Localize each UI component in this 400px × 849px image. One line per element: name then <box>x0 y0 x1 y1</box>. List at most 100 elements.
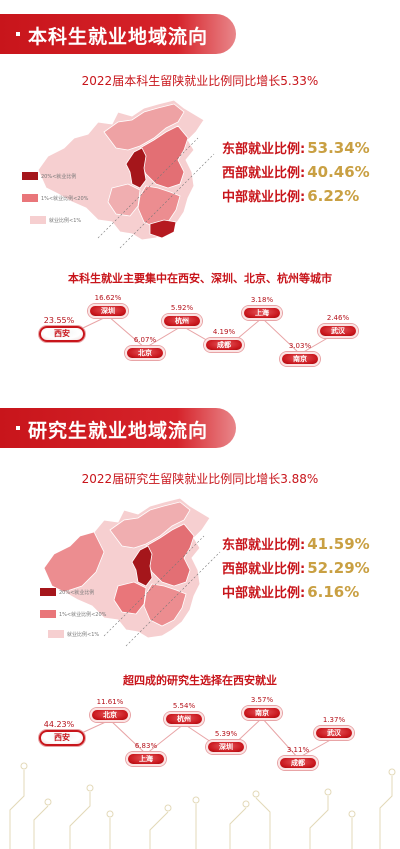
legend-label: 就业比例<1% <box>49 217 82 224</box>
city-name: 成都 <box>204 338 244 352</box>
legend-label: 就业比例<1% <box>67 631 100 638</box>
city-pct: 2.46% <box>326 314 350 322</box>
city-pct: 5.54% <box>172 702 196 710</box>
city-pct: 1.37% <box>322 716 346 724</box>
graduate-region-stats: 东部就业比例: 41.59% 西部就业比例: 52.29% 中部就业比例: 6.… <box>222 534 370 606</box>
city-node-hangzhou: 5.54% 杭州 <box>164 702 204 726</box>
city-name: 深圳 <box>206 740 246 754</box>
city-node-hangzhou: 5.92% 杭州 <box>162 304 202 328</box>
city-pct: 6.07% <box>133 336 157 344</box>
stat-label: 中部就业比例: <box>222 586 306 601</box>
legend-swatch <box>22 172 38 180</box>
city-node-chengdu: 4.19% 成都 <box>204 328 244 352</box>
stat-value: 6.22% <box>307 187 360 205</box>
city-node-shanghai: 3.18% 上海 <box>242 296 282 320</box>
legend-item-low: 就业比例<1% <box>48 630 99 638</box>
city-pct: 3.57% <box>250 696 274 704</box>
city-node-xian: 44.23% 西安 <box>39 720 85 746</box>
city-node-wuhan: 2.46% 武汉 <box>318 314 358 338</box>
legend-item-mid: 1%<就业比例<20% <box>40 610 106 618</box>
city-name: 南京 <box>242 706 282 720</box>
city-name: 杭州 <box>164 712 204 726</box>
city-pct: 5.92% <box>170 304 194 312</box>
circuit-decoration <box>9 762 396 849</box>
city-pct: 5.39% <box>214 730 238 738</box>
legend-swatch <box>40 588 56 596</box>
city-name: 杭州 <box>162 314 202 328</box>
city-node-beijing: 11.61% 北京 <box>90 698 130 722</box>
graduate-city-network: 44.23% 西安 11.61% 北京 6.83% 上海 5.54% 杭州 5.… <box>0 694 400 786</box>
city-name: 西安 <box>39 730 85 746</box>
stat-label: 西部就业比例: <box>222 166 306 181</box>
graduate-header-ribbon: 研究生就业地域流向 <box>0 408 236 448</box>
city-pct: 3.11% <box>286 746 310 754</box>
city-name: 武汉 <box>318 324 358 338</box>
stat-east: 东部就业比例: 53.34% <box>222 138 370 162</box>
city-pct: 4.19% <box>212 328 236 336</box>
legend-label: 1%<就业比例<20% <box>41 195 89 202</box>
stat-west: 西部就业比例: 40.46% <box>222 162 370 186</box>
stat-label: 西部就业比例: <box>222 562 306 577</box>
legend-label: 1%<就业比例<20% <box>59 611 107 618</box>
stat-value: 40.46% <box>307 163 370 181</box>
stat-central: 中部就业比例: 6.16% <box>222 582 370 606</box>
graduate-subtitle: 2022届研究生留陕就业比例同比增长3.88% <box>81 472 319 486</box>
city-node-wuhan: 1.37% 武汉 <box>314 716 354 740</box>
city-name: 上海 <box>126 752 166 766</box>
stat-label: 中部就业比例: <box>222 190 306 205</box>
city-name: 上海 <box>242 306 282 320</box>
city-name: 西安 <box>39 326 85 342</box>
graduate-section: 研究生就业地域流向 2022届研究生留陕就业比例同比增长3.88% 20%<就业… <box>0 392 400 849</box>
city-node-chengdu: 3.11% 成都 <box>278 746 318 770</box>
city-node-xian: 23.55% 西安 <box>39 316 85 342</box>
city-name: 深圳 <box>88 304 128 318</box>
stat-west: 西部就业比例: 52.29% <box>222 558 370 582</box>
stat-label: 东部就业比例: <box>222 538 306 553</box>
legend-item-mid: 1%<就业比例<20% <box>22 194 88 202</box>
city-pct: 3.03% <box>288 342 312 350</box>
city-pct: 6.83% <box>134 742 158 750</box>
undergrad-city-caption: 本科生就业主要集中在西安、深圳、北京、杭州等城市 <box>68 272 332 285</box>
legend-item-high: 20%<就业比例 <box>40 588 94 596</box>
undergrad-china-map <box>37 99 215 249</box>
stat-value: 53.34% <box>307 139 370 157</box>
city-pct: 11.61% <box>96 698 124 706</box>
undergrad-header-ribbon: 本科生就业地域流向 <box>0 14 236 54</box>
city-pct: 3.18% <box>250 296 274 304</box>
legend-swatch <box>48 630 64 638</box>
undergrad-header-title: 本科生就业地域流向 <box>28 26 209 48</box>
legend-label: 20%<就业比例 <box>41 173 77 180</box>
bullet-icon <box>16 426 20 430</box>
graduate-city-caption: 超四成的研究生选择在西安就业 <box>123 674 277 687</box>
city-name: 北京 <box>125 346 165 360</box>
stat-value: 41.59% <box>307 535 370 553</box>
undergrad-region-stats: 东部就业比例: 53.34% 西部就业比例: 40.46% 中部就业比例: 6.… <box>222 138 370 210</box>
stat-value: 6.16% <box>307 583 360 601</box>
city-name: 武汉 <box>314 726 354 740</box>
undergrad-subtitle: 2022届本科生留陕就业比例同比增长5.33% <box>81 74 319 88</box>
city-node-shenzhen: 16.62% 深圳 <box>88 294 128 318</box>
city-name: 成都 <box>278 756 318 770</box>
legend-item-low: 就业比例<1% <box>30 216 81 224</box>
city-node-nanjing: 3.03% 南京 <box>280 342 320 366</box>
city-node-beijing: 6.07% 北京 <box>125 336 165 360</box>
undergrad-section: 本科生就业地域流向 2022届本科生留陕就业比例同比增长5.33% 20%<就业… <box>0 0 400 392</box>
graduate-header-title: 研究生就业地域流向 <box>28 420 209 442</box>
city-node-nanjing: 3.57% 南京 <box>242 696 282 720</box>
legend-swatch <box>22 194 38 202</box>
stat-central: 中部就业比例: 6.22% <box>222 186 370 210</box>
city-pct: 16.62% <box>94 294 122 302</box>
bullet-icon <box>16 32 20 36</box>
graduate-china-map <box>43 497 221 647</box>
legend-item-high: 20%<就业比例 <box>22 172 76 180</box>
city-node-shanghai: 6.83% 上海 <box>126 742 166 766</box>
stat-east: 东部就业比例: 41.59% <box>222 534 370 558</box>
legend-label: 20%<就业比例 <box>59 589 95 596</box>
city-name: 北京 <box>90 708 130 722</box>
stat-value: 52.29% <box>307 559 370 577</box>
stat-label: 东部就业比例: <box>222 142 306 157</box>
city-pct: 44.23% <box>43 720 75 729</box>
legend-swatch <box>30 216 46 224</box>
legend-swatch <box>40 610 56 618</box>
city-name: 南京 <box>280 352 320 366</box>
